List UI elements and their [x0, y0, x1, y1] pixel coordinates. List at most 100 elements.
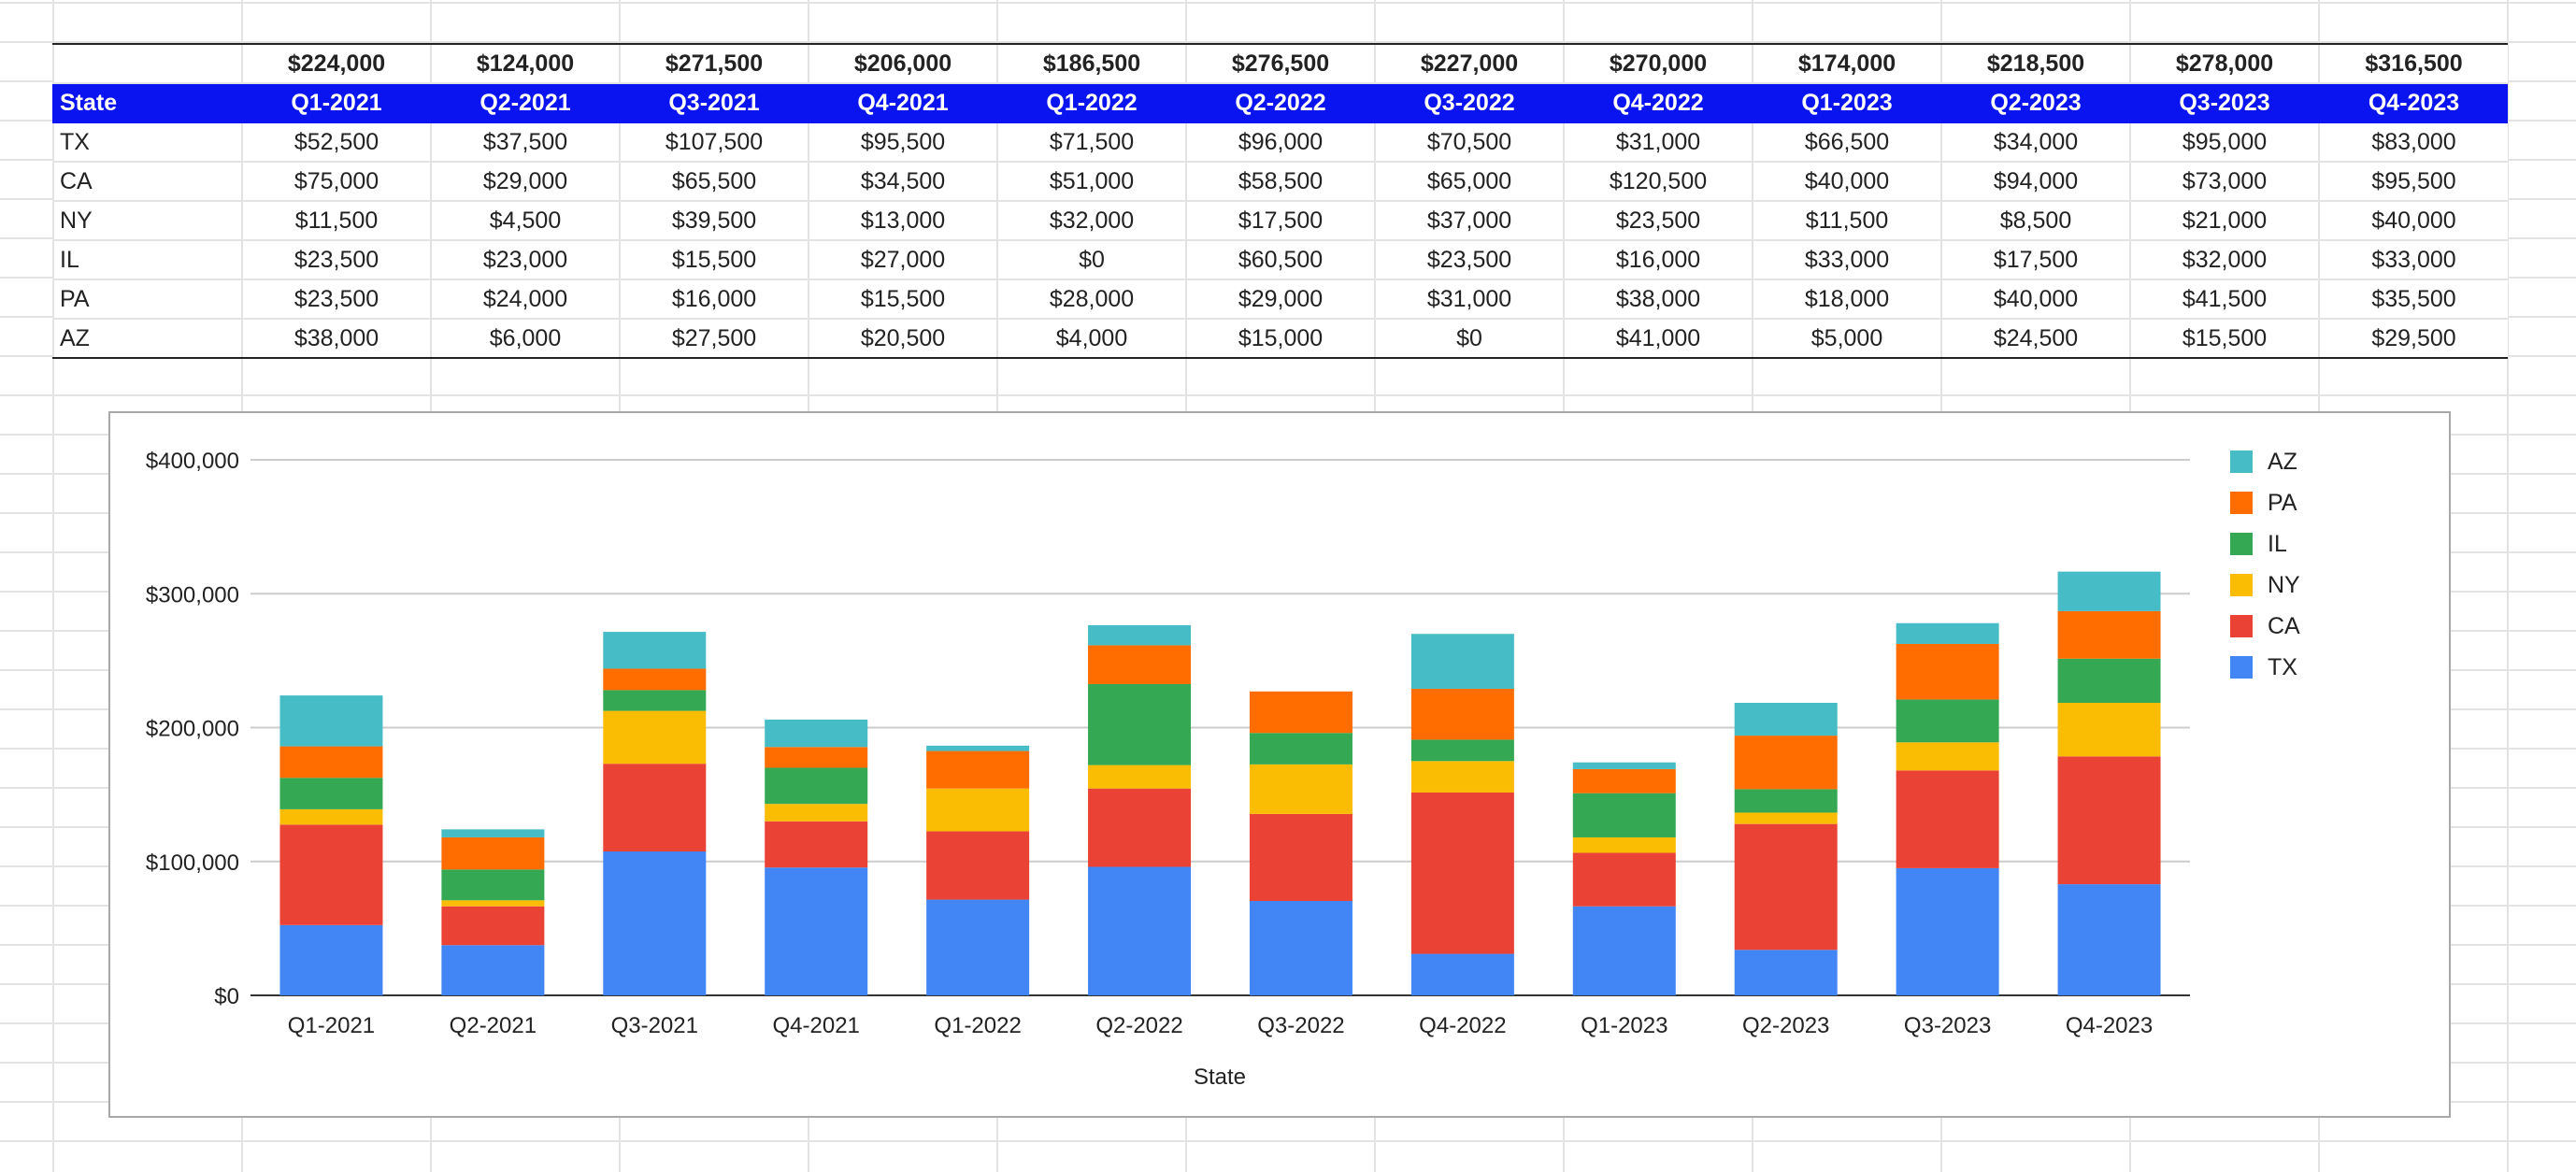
value-cell[interactable]: $17,500 — [1940, 240, 2130, 280]
bar-segment-ny[interactable] — [1734, 812, 1838, 824]
bar-segment-az[interactable] — [765, 719, 868, 748]
bar-segment-az[interactable] — [441, 829, 545, 837]
legend-label[interactable]: NY — [2268, 572, 2300, 598]
bar-segment-az[interactable] — [1088, 624, 1192, 646]
bar-segment-ny[interactable] — [1410, 761, 1514, 793]
bar-segment-ca[interactable] — [603, 764, 707, 852]
value-cell[interactable]: $27,000 — [808, 240, 997, 280]
bar-segment-pa[interactable] — [1734, 736, 1838, 790]
value-cell[interactable]: $65,500 — [619, 162, 809, 202]
totals-label-cell[interactable] — [52, 43, 242, 84]
value-cell[interactable]: $29,000 — [1185, 279, 1375, 320]
bar-segment-ny[interactable] — [279, 808, 383, 825]
value-cell[interactable]: $31,000 — [1374, 279, 1564, 320]
total-cell[interactable]: $186,500 — [996, 43, 1186, 84]
bar-segment-ny[interactable] — [765, 804, 868, 822]
bar-segment-pa[interactable] — [926, 750, 1030, 789]
state-cell[interactable]: IL — [52, 240, 242, 280]
value-cell[interactable]: $94,000 — [1940, 162, 2130, 202]
value-cell[interactable]: $15,500 — [808, 279, 997, 320]
bar-segment-ca[interactable] — [441, 906, 545, 946]
value-cell[interactable]: $28,000 — [996, 279, 1186, 320]
value-cell[interactable]: $52,500 — [241, 122, 431, 163]
value-cell[interactable]: $4,000 — [996, 319, 1186, 359]
bar-segment-tx[interactable] — [2057, 884, 2161, 995]
value-cell[interactable]: $23,500 — [1374, 240, 1564, 280]
header-quarter-cell[interactable]: Q1-2022 — [996, 83, 1186, 123]
value-cell[interactable]: $95,500 — [2318, 162, 2508, 202]
bar-segment-ny[interactable] — [603, 710, 707, 765]
bar-segment-tx[interactable] — [441, 945, 545, 995]
legend-label[interactable]: TX — [2268, 654, 2297, 680]
bar-segment-il[interactable] — [1410, 739, 1514, 762]
value-cell[interactable]: $24,000 — [430, 279, 620, 320]
bar-segment-tx[interactable] — [1734, 950, 1838, 995]
bar-segment-ny[interactable] — [2057, 702, 2161, 757]
bar-segment-tx[interactable] — [1572, 906, 1676, 995]
value-cell[interactable]: $38,000 — [241, 319, 431, 359]
value-cell[interactable]: $16,000 — [1563, 240, 1753, 280]
bar-segment-ca[interactable] — [1410, 792, 1514, 954]
value-cell[interactable]: $33,000 — [1752, 240, 1941, 280]
value-cell[interactable]: $71,500 — [996, 122, 1186, 163]
bar-segment-il[interactable] — [1088, 683, 1192, 765]
value-cell[interactable]: $29,000 — [430, 162, 620, 202]
bar-segment-az[interactable] — [1410, 634, 1514, 689]
state-cell[interactable]: TX — [52, 122, 242, 163]
value-cell[interactable]: $60,500 — [1185, 240, 1375, 280]
value-cell[interactable]: $51,000 — [996, 162, 1186, 202]
bar-segment-pa[interactable] — [2057, 610, 2161, 659]
bar-segment-ca[interactable] — [1088, 788, 1192, 867]
value-cell[interactable]: $40,000 — [2318, 201, 2508, 241]
legend-label[interactable]: PA — [2268, 490, 2297, 516]
value-cell[interactable]: $21,000 — [2129, 201, 2319, 241]
value-cell[interactable]: $37,500 — [430, 122, 620, 163]
bar-segment-tx[interactable] — [603, 851, 707, 995]
total-cell[interactable]: $218,500 — [1940, 43, 2130, 84]
value-cell[interactable]: $40,000 — [1940, 279, 2130, 320]
bar-segment-pa[interactable] — [1249, 691, 1352, 734]
value-cell[interactable]: $18,000 — [1752, 279, 1941, 320]
value-cell[interactable]: $16,000 — [619, 279, 809, 320]
state-cell[interactable]: PA — [52, 279, 242, 320]
header-state-cell[interactable]: State — [52, 83, 242, 123]
bar-segment-il[interactable] — [765, 767, 868, 805]
legend-label[interactable]: IL — [2268, 531, 2287, 557]
value-cell[interactable]: $66,500 — [1752, 122, 1941, 163]
total-cell[interactable]: $174,000 — [1752, 43, 1941, 84]
value-cell[interactable]: $23,500 — [241, 240, 431, 280]
value-cell[interactable]: $37,000 — [1374, 201, 1564, 241]
value-cell[interactable]: $0 — [1374, 319, 1564, 359]
value-cell[interactable]: $95,000 — [2129, 122, 2319, 163]
bar-segment-tx[interactable] — [765, 867, 868, 995]
total-cell[interactable]: $124,000 — [430, 43, 620, 84]
bar-segment-ca[interactable] — [279, 824, 383, 925]
header-quarter-cell[interactable]: Q4-2021 — [808, 83, 997, 123]
total-cell[interactable]: $227,000 — [1374, 43, 1564, 84]
bar-segment-pa[interactable] — [1896, 643, 1999, 700]
value-cell[interactable]: $32,000 — [2129, 240, 2319, 280]
value-cell[interactable]: $120,500 — [1563, 162, 1753, 202]
header-quarter-cell[interactable]: Q3-2022 — [1374, 83, 1564, 123]
state-cell[interactable]: AZ — [52, 319, 242, 359]
value-cell[interactable]: $107,500 — [619, 122, 809, 163]
state-cell[interactable]: NY — [52, 201, 242, 241]
header-quarter-cell[interactable]: Q2-2022 — [1185, 83, 1375, 123]
value-cell[interactable]: $6,000 — [430, 319, 620, 359]
value-cell[interactable]: $33,000 — [2318, 240, 2508, 280]
bar-segment-pa[interactable] — [441, 836, 545, 870]
value-cell[interactable]: $23,000 — [430, 240, 620, 280]
bar-segment-ny[interactable] — [1249, 764, 1352, 814]
value-cell[interactable]: $39,500 — [619, 201, 809, 241]
header-quarter-cell[interactable]: Q2-2021 — [430, 83, 620, 123]
value-cell[interactable]: $23,500 — [241, 279, 431, 320]
value-cell[interactable]: $83,000 — [2318, 122, 2508, 163]
bar-segment-az[interactable] — [926, 745, 1030, 751]
value-cell[interactable]: $13,000 — [808, 201, 997, 241]
total-cell[interactable]: $276,500 — [1185, 43, 1375, 84]
bar-segment-tx[interactable] — [1088, 866, 1192, 995]
value-cell[interactable]: $4,500 — [430, 201, 620, 241]
bar-segment-ny[interactable] — [1088, 765, 1192, 789]
bar-segment-ca[interactable] — [1734, 823, 1838, 950]
total-cell[interactable]: $206,000 — [808, 43, 997, 84]
